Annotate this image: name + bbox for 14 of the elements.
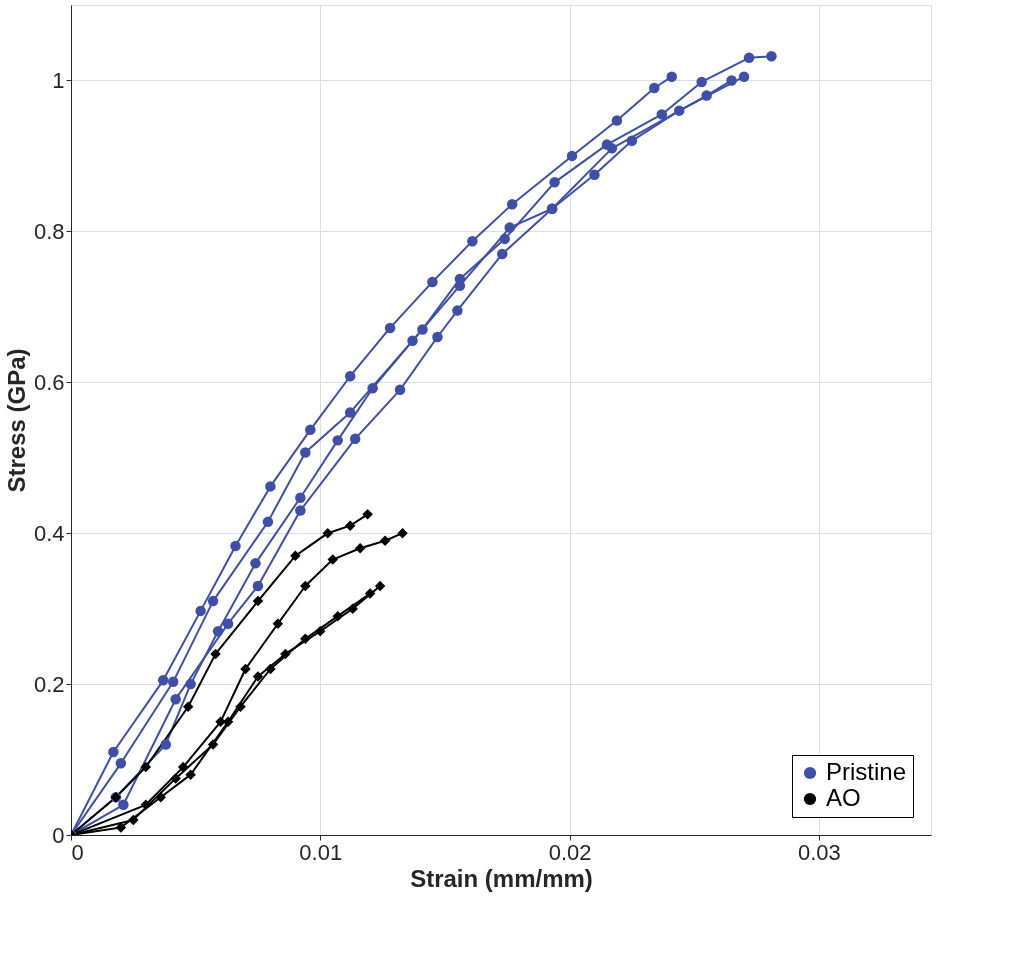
- y-tick-label: 0.8: [33, 218, 65, 244]
- y-tick-label: 0.6: [33, 369, 65, 395]
- y-tick-label: 0.2: [33, 671, 65, 697]
- x-tick-label: 0.01: [299, 839, 343, 865]
- y-tick-label: 0.4: [33, 520, 65, 546]
- x-tick-label: 0.02: [548, 839, 592, 865]
- x-tick-label: 0: [71, 839, 84, 865]
- y-tick-label: 1: [52, 67, 65, 93]
- x-tick-label: 0.03: [797, 839, 841, 865]
- legend-label: Pristine: [826, 758, 907, 785]
- x-axis-title: Strain (mm/mm): [410, 864, 593, 892]
- legend-label: AO: [826, 784, 861, 811]
- y-axis-title: Stress (GPa): [2, 348, 30, 493]
- y-tick-label: 0: [52, 822, 65, 848]
